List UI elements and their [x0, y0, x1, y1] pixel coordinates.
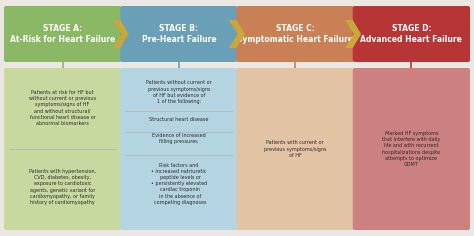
FancyBboxPatch shape	[4, 6, 121, 62]
Text: Patients with hypertension,
CVD, diabetes, obesity,
exposure to cardiotoxic
agen: Patients with hypertension, CVD, diabete…	[29, 169, 96, 205]
FancyBboxPatch shape	[353, 6, 470, 62]
Text: STAGE D:
Advanced Heart Failure: STAGE D: Advanced Heart Failure	[360, 24, 462, 44]
Text: Structural heart disease: Structural heart disease	[149, 117, 209, 122]
Text: Patients without current or
previous symptoms/signs
of HF but evidence of
1 of t: Patients without current or previous sym…	[146, 80, 212, 104]
Text: Risk factors and
• increased natriuretic
  peptide levels or
• persistently elev: Risk factors and • increased natriuretic…	[151, 163, 207, 205]
FancyBboxPatch shape	[353, 68, 470, 230]
Polygon shape	[113, 20, 128, 48]
Polygon shape	[346, 20, 361, 48]
Text: Evidence of increased
filling pressures: Evidence of increased filling pressures	[152, 133, 206, 144]
Text: Patients with current or
previous symptoms/signs
of HF: Patients with current or previous sympto…	[264, 140, 327, 158]
FancyBboxPatch shape	[237, 68, 354, 230]
FancyBboxPatch shape	[237, 6, 354, 62]
FancyBboxPatch shape	[120, 6, 237, 62]
Text: STAGE A:
At-Risk for Heart Failure: STAGE A: At-Risk for Heart Failure	[10, 24, 115, 44]
FancyBboxPatch shape	[120, 68, 237, 230]
Polygon shape	[229, 20, 245, 48]
FancyBboxPatch shape	[4, 68, 121, 230]
Text: Patients at risk for HF but
without current or previous
symptoms/signs of HF
and: Patients at risk for HF but without curr…	[29, 90, 96, 126]
Text: STAGE C:
Symptomatic Heart Failure: STAGE C: Symptomatic Heart Failure	[237, 24, 353, 44]
Text: Marked HF symptoms
that interfere with daily
life and with recurrent
hospitaliza: Marked HF symptoms that interfere with d…	[382, 131, 440, 167]
Text: STAGE B:
Pre-Heart Failure: STAGE B: Pre-Heart Failure	[142, 24, 216, 44]
